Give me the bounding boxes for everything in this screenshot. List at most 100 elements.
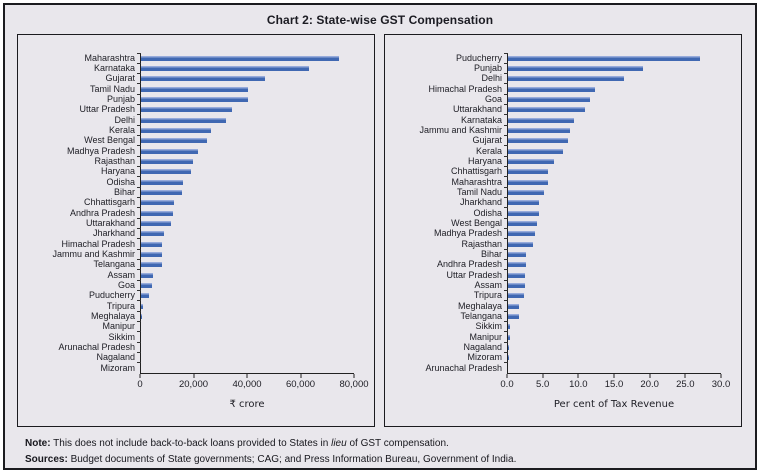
bar-row — [504, 73, 721, 84]
x-axis-tick-label: 25.0 — [676, 379, 695, 390]
x-axis-tick-label: 0 — [137, 379, 143, 390]
bar-row — [504, 300, 721, 311]
category-label: Meghalaya — [90, 310, 135, 321]
left-chart-panel: Maharashtra Karnataka Gujarat Tamil Nadu Pun… — [17, 34, 375, 427]
bar — [508, 272, 526, 278]
bar-row — [504, 104, 721, 115]
bar-row — [504, 238, 721, 249]
x-axis-tick-label: 20,000 — [178, 379, 209, 390]
right-chart-panel: Puducherry Punjab Delhi Himachal Pradesh Goa… — [384, 34, 742, 427]
category-label: Odisha — [473, 207, 502, 218]
right-chart-body: Puducherry Punjab Delhi Himachal Pradesh Goa… — [387, 52, 721, 373]
category-label: Telangana — [93, 259, 135, 270]
bar-row — [504, 362, 721, 373]
bar-row — [504, 166, 721, 177]
category-label: Nagaland — [463, 341, 502, 352]
bar-row — [137, 124, 354, 135]
category-label: Chhattisgarh — [83, 197, 135, 208]
category-label: Haryana — [100, 166, 135, 177]
bar-row — [137, 228, 354, 239]
bar — [141, 220, 171, 226]
category-label: Andhra Pradesh — [436, 259, 502, 270]
chart-figure-frame: Chart 2: State-wise GST Compensation Mah… — [3, 3, 757, 470]
bar — [141, 117, 226, 123]
bar — [508, 282, 526, 288]
category-label: Rajasthan — [461, 238, 502, 249]
bar-row — [504, 155, 721, 166]
bar — [508, 344, 509, 350]
bar-row — [137, 259, 354, 270]
bar-row — [504, 217, 721, 228]
bar-row — [137, 62, 354, 73]
bar-row — [504, 93, 721, 104]
left-category-axis: Maharashtra Karnataka Gujarat Tamil Nadu Pun… — [20, 53, 140, 373]
bar-row — [504, 321, 721, 332]
bar — [141, 251, 162, 257]
panels-container: Maharashtra Karnataka Gujarat Tamil Nadu Pun… — [5, 27, 755, 427]
bar — [508, 251, 527, 257]
bar — [508, 96, 591, 102]
bar — [508, 220, 538, 226]
bar — [508, 324, 511, 330]
x-axis-tick-label: 15.0 — [604, 379, 624, 390]
category-label: Karnataka — [460, 114, 502, 125]
category-label: West Bengal — [451, 217, 502, 228]
bar-row — [504, 310, 721, 321]
x-axis-tick — [649, 374, 651, 378]
bar — [508, 262, 526, 268]
bar-row — [137, 321, 354, 332]
category-label: Arunachal Pradesh — [425, 362, 502, 373]
bar-row — [504, 290, 721, 301]
bar-row — [504, 83, 721, 94]
bar — [141, 313, 142, 319]
bar-row — [137, 248, 354, 259]
category-label: Uttar Pradesh — [79, 104, 135, 115]
bar-row — [504, 124, 721, 135]
bar — [508, 189, 545, 195]
bar-row — [137, 341, 354, 352]
bar — [508, 179, 548, 185]
category-label: Arunachal Pradesh — [58, 341, 135, 352]
right-x-axis: 0.0 5.0 10.0 15.0 20.0 25.0 30.0 — [500, 373, 730, 392]
bar-row — [504, 52, 721, 63]
x-axis-tick — [139, 374, 141, 378]
category-label: Jammu and Kashmir — [419, 124, 502, 135]
x-axis-tick-label: 60,000 — [285, 379, 316, 390]
bar-row — [137, 217, 354, 228]
bar — [141, 241, 163, 247]
bar — [508, 334, 511, 340]
category-label: Uttar Pradesh — [446, 269, 502, 280]
category-label: Jammu and Kashmir — [52, 248, 135, 259]
right-plot-area — [504, 52, 721, 373]
bar — [508, 127, 571, 133]
sources-label: Sources: — [25, 453, 68, 465]
category-label: Assam — [474, 279, 502, 290]
bar — [141, 76, 265, 82]
bar-row — [504, 228, 721, 239]
category-label: Himachal Pradesh — [428, 83, 502, 94]
category-label: Goa — [117, 279, 135, 290]
category-label: Jharkhand — [459, 197, 502, 208]
sources-line: Sources: Budget documents of State gover… — [25, 453, 517, 465]
category-label: Uttarakhand — [85, 217, 135, 228]
x-axis-tick — [720, 374, 722, 378]
category-label: Jharkhand — [92, 228, 135, 239]
category-label: Gujarat — [472, 135, 502, 146]
bar-row — [504, 341, 721, 352]
category-label: Mizoram — [100, 362, 135, 373]
bar-row — [137, 279, 354, 290]
x-axis-tick-label: 5.0 — [536, 379, 550, 390]
category-label: Manipur — [469, 331, 502, 342]
bar-row — [137, 93, 354, 104]
bar — [508, 65, 643, 71]
bar — [141, 65, 309, 71]
bar — [508, 138, 569, 144]
bar-row — [137, 238, 354, 249]
right-x-axis-title: Per cent of Tax Revenue — [553, 399, 675, 410]
bar — [141, 303, 143, 309]
x-axis-tick — [193, 374, 194, 378]
category-label: Chhattisgarh — [450, 166, 502, 177]
bar-row — [504, 197, 721, 208]
category-label: Delhi — [481, 73, 502, 84]
bar — [141, 55, 340, 61]
